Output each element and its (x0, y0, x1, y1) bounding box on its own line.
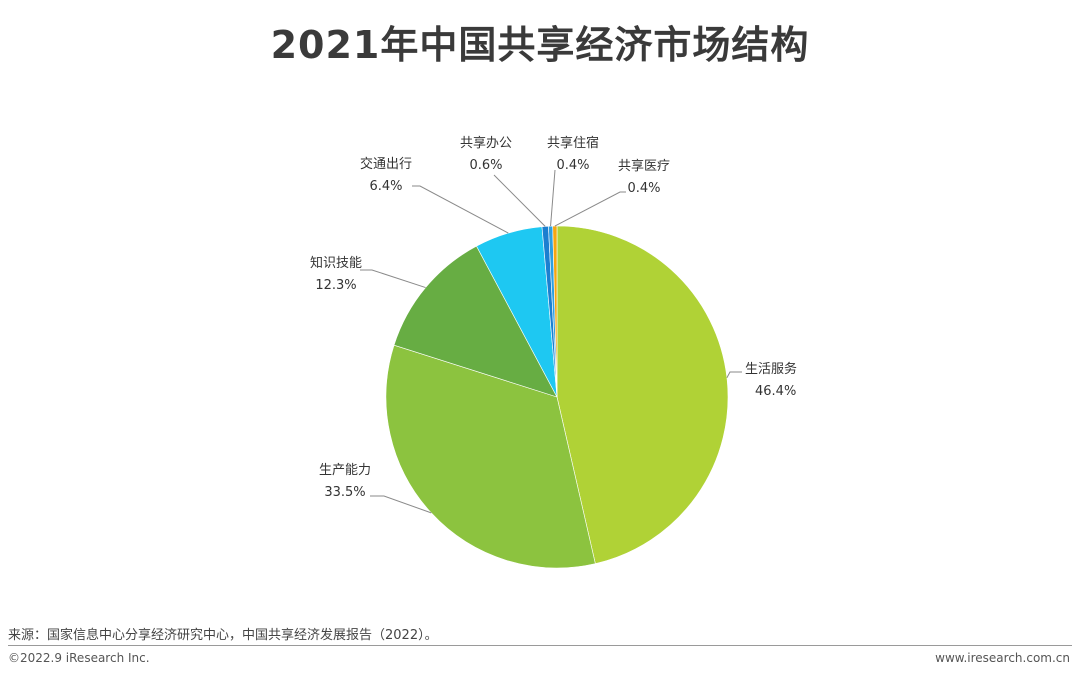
leader-line-1 (726, 371, 742, 378)
slice-value-1: 46.4% (755, 384, 796, 399)
slice-value-3: 12.3% (315, 278, 356, 293)
slice-value-4: 6.4% (369, 179, 402, 194)
website-link[interactable]: www.iresearch.com.cn (935, 651, 1070, 665)
pie-slices (385, 225, 729, 569)
pie-chart: 生活服务 46.4% 生产能力 33.5% 知识技能 12.3% 交通出行 6.4% 共享办公 0… (310, 135, 797, 569)
slice-value-6: 0.4% (556, 158, 589, 173)
leader-line-5 (493, 174, 546, 227)
slice-labels: 生活服务 46.4% 生产能力 33.5% 知识技能 12.3% 交通出行 6.4% 共享办公 0… (310, 135, 797, 500)
footer-divider (8, 645, 1072, 646)
slice-value-5: 0.6% (469, 158, 502, 173)
leader-line-3 (360, 269, 426, 289)
slice-label-7: 共享医疗 (618, 158, 670, 174)
slice-label-3: 知识技能 (310, 255, 362, 271)
copyright-text: ©2022.9 iResearch Inc. (8, 651, 150, 665)
slice-value-2: 33.5% (324, 485, 365, 500)
leader-line-6 (550, 169, 556, 227)
pie-slice-2 (385, 344, 596, 569)
leader-line-7 (554, 191, 626, 227)
slice-label-5: 共享办公 (460, 135, 512, 151)
pie-slice-3 (393, 245, 558, 398)
leader-lines (360, 169, 742, 514)
leader-line-2 (370, 495, 432, 514)
pie-slice-1 (556, 225, 729, 565)
slice-label-1: 生活服务 (745, 361, 797, 377)
leader-line-4 (412, 185, 509, 234)
source-note: 来源：国家信息中心分享经济研究中心，中国共享经济发展报告（2022）。 (8, 628, 438, 643)
slice-label-2: 生产能力 (319, 463, 371, 478)
slice-value-7: 0.4% (627, 181, 660, 196)
slice-label-6: 共享住宿 (547, 135, 599, 151)
chart-title: 2021年中国共享经济市场结构 (270, 23, 810, 67)
slice-label-4: 交通出行 (360, 156, 412, 172)
